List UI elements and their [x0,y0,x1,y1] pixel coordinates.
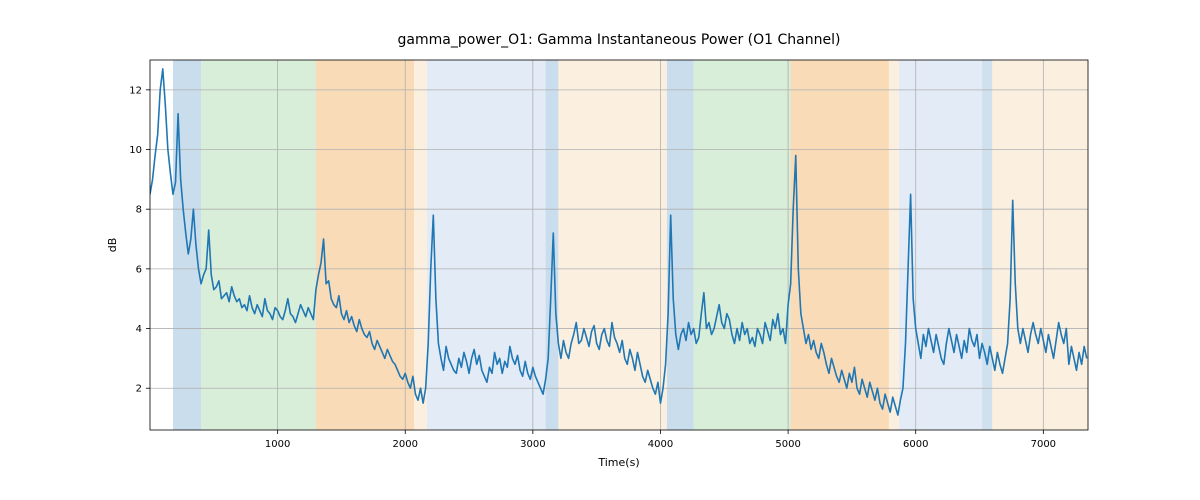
x-tick-label: 4000 [648,439,673,450]
background-band [546,60,559,430]
background-band [791,60,889,430]
x-tick-label: 2000 [393,439,418,450]
chart-figure: 1000 2000 3000 4000 5000 6000 7000 2 4 6 8 10 12 Time… [0,0,1200,500]
x-axis-label: Time(s) [597,456,639,469]
background-band [982,60,992,430]
x-tick-label: 1000 [265,439,290,450]
y-tick-label: 10 [129,145,142,156]
background-band [558,60,666,430]
y-tick-label: 8 [136,205,142,216]
y-tick-label: 12 [129,85,142,96]
y-tick-label: 6 [136,264,142,275]
x-tick-label: 5000 [775,439,800,450]
background-band [694,60,791,430]
y-tick-label: 4 [136,324,142,335]
background-band [201,60,316,430]
background-band [414,60,427,430]
chart-title: gamma_power_O1: Gamma Instantaneous Powe… [398,32,841,48]
y-tick-label: 2 [136,384,142,395]
x-tick-label: 3000 [520,439,545,450]
y-axis-label: dB [106,238,119,253]
x-tick-label: 6000 [903,439,928,450]
x-tick-label: 7000 [1031,439,1056,450]
chart-svg: 1000 2000 3000 4000 5000 6000 7000 2 4 6 8 10 12 Time… [0,0,1200,500]
background-band [992,60,1088,430]
background-band [889,60,899,430]
plot-area [150,60,1088,430]
